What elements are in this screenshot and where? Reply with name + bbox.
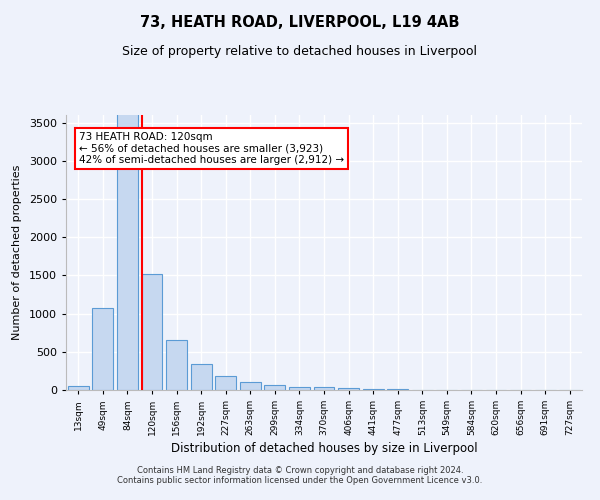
- Bar: [265, 385, 286, 390]
- Text: Size of property relative to detached houses in Liverpool: Size of property relative to detached ho…: [122, 45, 478, 58]
- Text: Contains HM Land Registry data © Crown copyright and database right 2024.
Contai: Contains HM Land Registry data © Crown c…: [118, 466, 482, 485]
- Bar: [117, 92, 138, 390]
- Y-axis label: Number of detached properties: Number of detached properties: [12, 165, 22, 340]
- Bar: [289, 386, 310, 390]
- Bar: [314, 388, 334, 390]
- Bar: [338, 388, 359, 390]
- X-axis label: Distribution of detached houses by size in Liverpool: Distribution of detached houses by size …: [170, 442, 478, 456]
- Bar: [215, 376, 236, 390]
- Bar: [92, 308, 113, 390]
- Bar: [362, 389, 383, 390]
- Bar: [191, 364, 212, 390]
- Bar: [68, 386, 89, 390]
- Bar: [166, 340, 187, 390]
- Bar: [142, 274, 163, 390]
- Text: 73 HEATH ROAD: 120sqm
← 56% of detached houses are smaller (3,923)
42% of semi-d: 73 HEATH ROAD: 120sqm ← 56% of detached …: [79, 132, 344, 165]
- Text: 73, HEATH ROAD, LIVERPOOL, L19 4AB: 73, HEATH ROAD, LIVERPOOL, L19 4AB: [140, 15, 460, 30]
- Bar: [240, 382, 261, 390]
